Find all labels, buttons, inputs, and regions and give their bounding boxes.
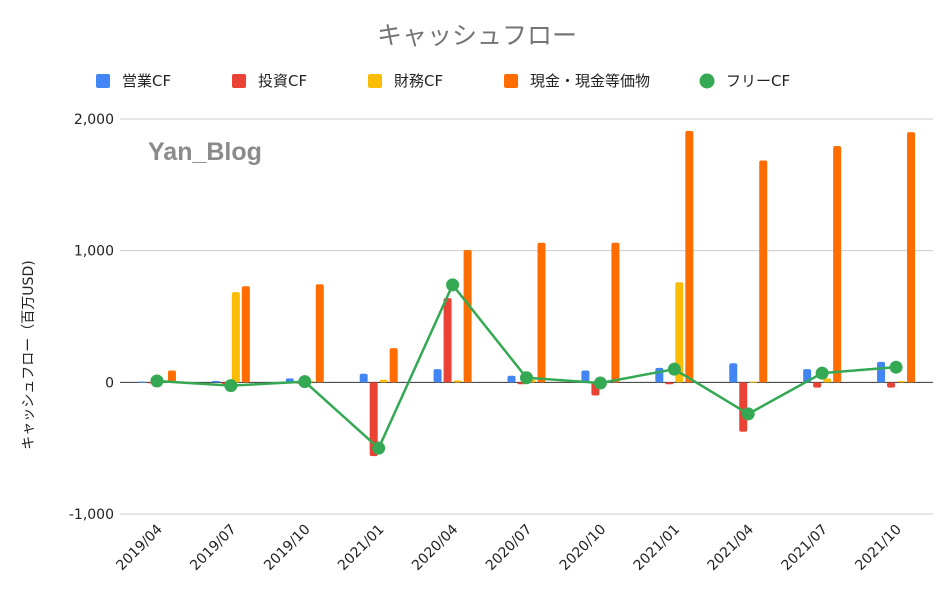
x-tick-label: 2019/04 — [113, 521, 166, 574]
line-point — [741, 407, 755, 421]
line-point — [815, 366, 829, 380]
bar — [675, 282, 684, 383]
bar — [231, 292, 240, 383]
x-tick-label: 2021/01 — [631, 522, 683, 574]
bar — [241, 286, 250, 383]
line-point — [667, 362, 681, 376]
legend-swatch — [699, 73, 715, 89]
bar — [887, 382, 896, 388]
line-point — [150, 374, 164, 388]
bar — [433, 369, 442, 383]
bar — [463, 250, 472, 383]
line-point — [372, 441, 386, 455]
y-tick-label: 2,000 — [74, 112, 114, 128]
bar — [167, 370, 176, 383]
bar — [907, 132, 916, 383]
x-tick-label: 2021/01 — [335, 522, 387, 574]
x-tick-label: 2019/10 — [261, 522, 313, 574]
bar — [897, 381, 906, 383]
free-cf-line — [150, 278, 903, 455]
gridlines — [120, 118, 933, 515]
bar — [611, 242, 620, 383]
bar — [359, 373, 368, 383]
y-tick-label: -1,000 — [69, 507, 114, 523]
bar — [749, 381, 758, 383]
x-tick-label: 2020/04 — [409, 521, 462, 574]
bar — [507, 375, 516, 383]
bar — [759, 160, 768, 383]
legend-label: 営業CF — [122, 72, 171, 90]
legend-swatch — [368, 74, 382, 88]
x-tick-label: 2021/10 — [852, 522, 904, 574]
legend-label: 財務CF — [394, 72, 443, 90]
x-tick-labels: 2019/04 2019/07 2019/10 2021/01 2020/04 2020/… — [113, 521, 905, 574]
bar — [137, 381, 146, 383]
bar — [315, 284, 324, 383]
bar — [729, 363, 738, 383]
y-tick-labels: -1,000 0 1,000 2,000 — [69, 112, 114, 523]
series-line — [156, 282, 897, 451]
line-point — [298, 375, 312, 389]
line-point — [520, 371, 533, 385]
bar — [877, 361, 886, 383]
bar — [379, 379, 388, 383]
x-tick-label: 2021/07 — [779, 522, 831, 574]
bar — [655, 367, 664, 383]
bar — [369, 382, 378, 457]
bar — [389, 348, 398, 383]
x-tick-label: 2021/04 — [705, 521, 758, 574]
bar — [665, 382, 674, 385]
bar — [685, 130, 694, 383]
y-tick-label: 1,000 — [74, 244, 114, 260]
bar — [537, 242, 546, 383]
line-point — [224, 379, 238, 393]
watermark: Yan_Blog — [148, 138, 262, 166]
line-point — [889, 360, 903, 374]
legend-swatch — [504, 74, 518, 88]
legend-label: 現金・現金等価物 — [530, 72, 650, 90]
bar — [453, 380, 462, 383]
line-point — [446, 278, 460, 292]
line-point — [593, 376, 607, 390]
legend-label: 投資CF — [258, 72, 307, 90]
y-tick-label: 0 — [105, 375, 114, 391]
legend-label: フリーCF — [726, 72, 790, 90]
x-tick-label: 2019/07 — [187, 522, 239, 574]
legend-swatch — [96, 74, 110, 88]
y-axis-label: キャッシュフロー（百万USD) — [21, 260, 37, 449]
legend-swatch — [232, 74, 246, 88]
bar — [739, 382, 748, 432]
bar — [833, 145, 842, 383]
bar — [443, 298, 452, 383]
x-tick-label: 2020/10 — [557, 522, 609, 574]
bar — [823, 378, 832, 383]
bar — [813, 382, 822, 388]
bar — [211, 381, 220, 383]
bar-series — [137, 130, 916, 457]
legend: 営業CF 投資CF 財務CF 現金・現金等価物 フリーCF — [96, 72, 790, 90]
chart-title: キャッシュフロー — [377, 21, 577, 50]
bar — [581, 370, 590, 383]
x-tick-label: 2020/07 — [483, 522, 535, 574]
